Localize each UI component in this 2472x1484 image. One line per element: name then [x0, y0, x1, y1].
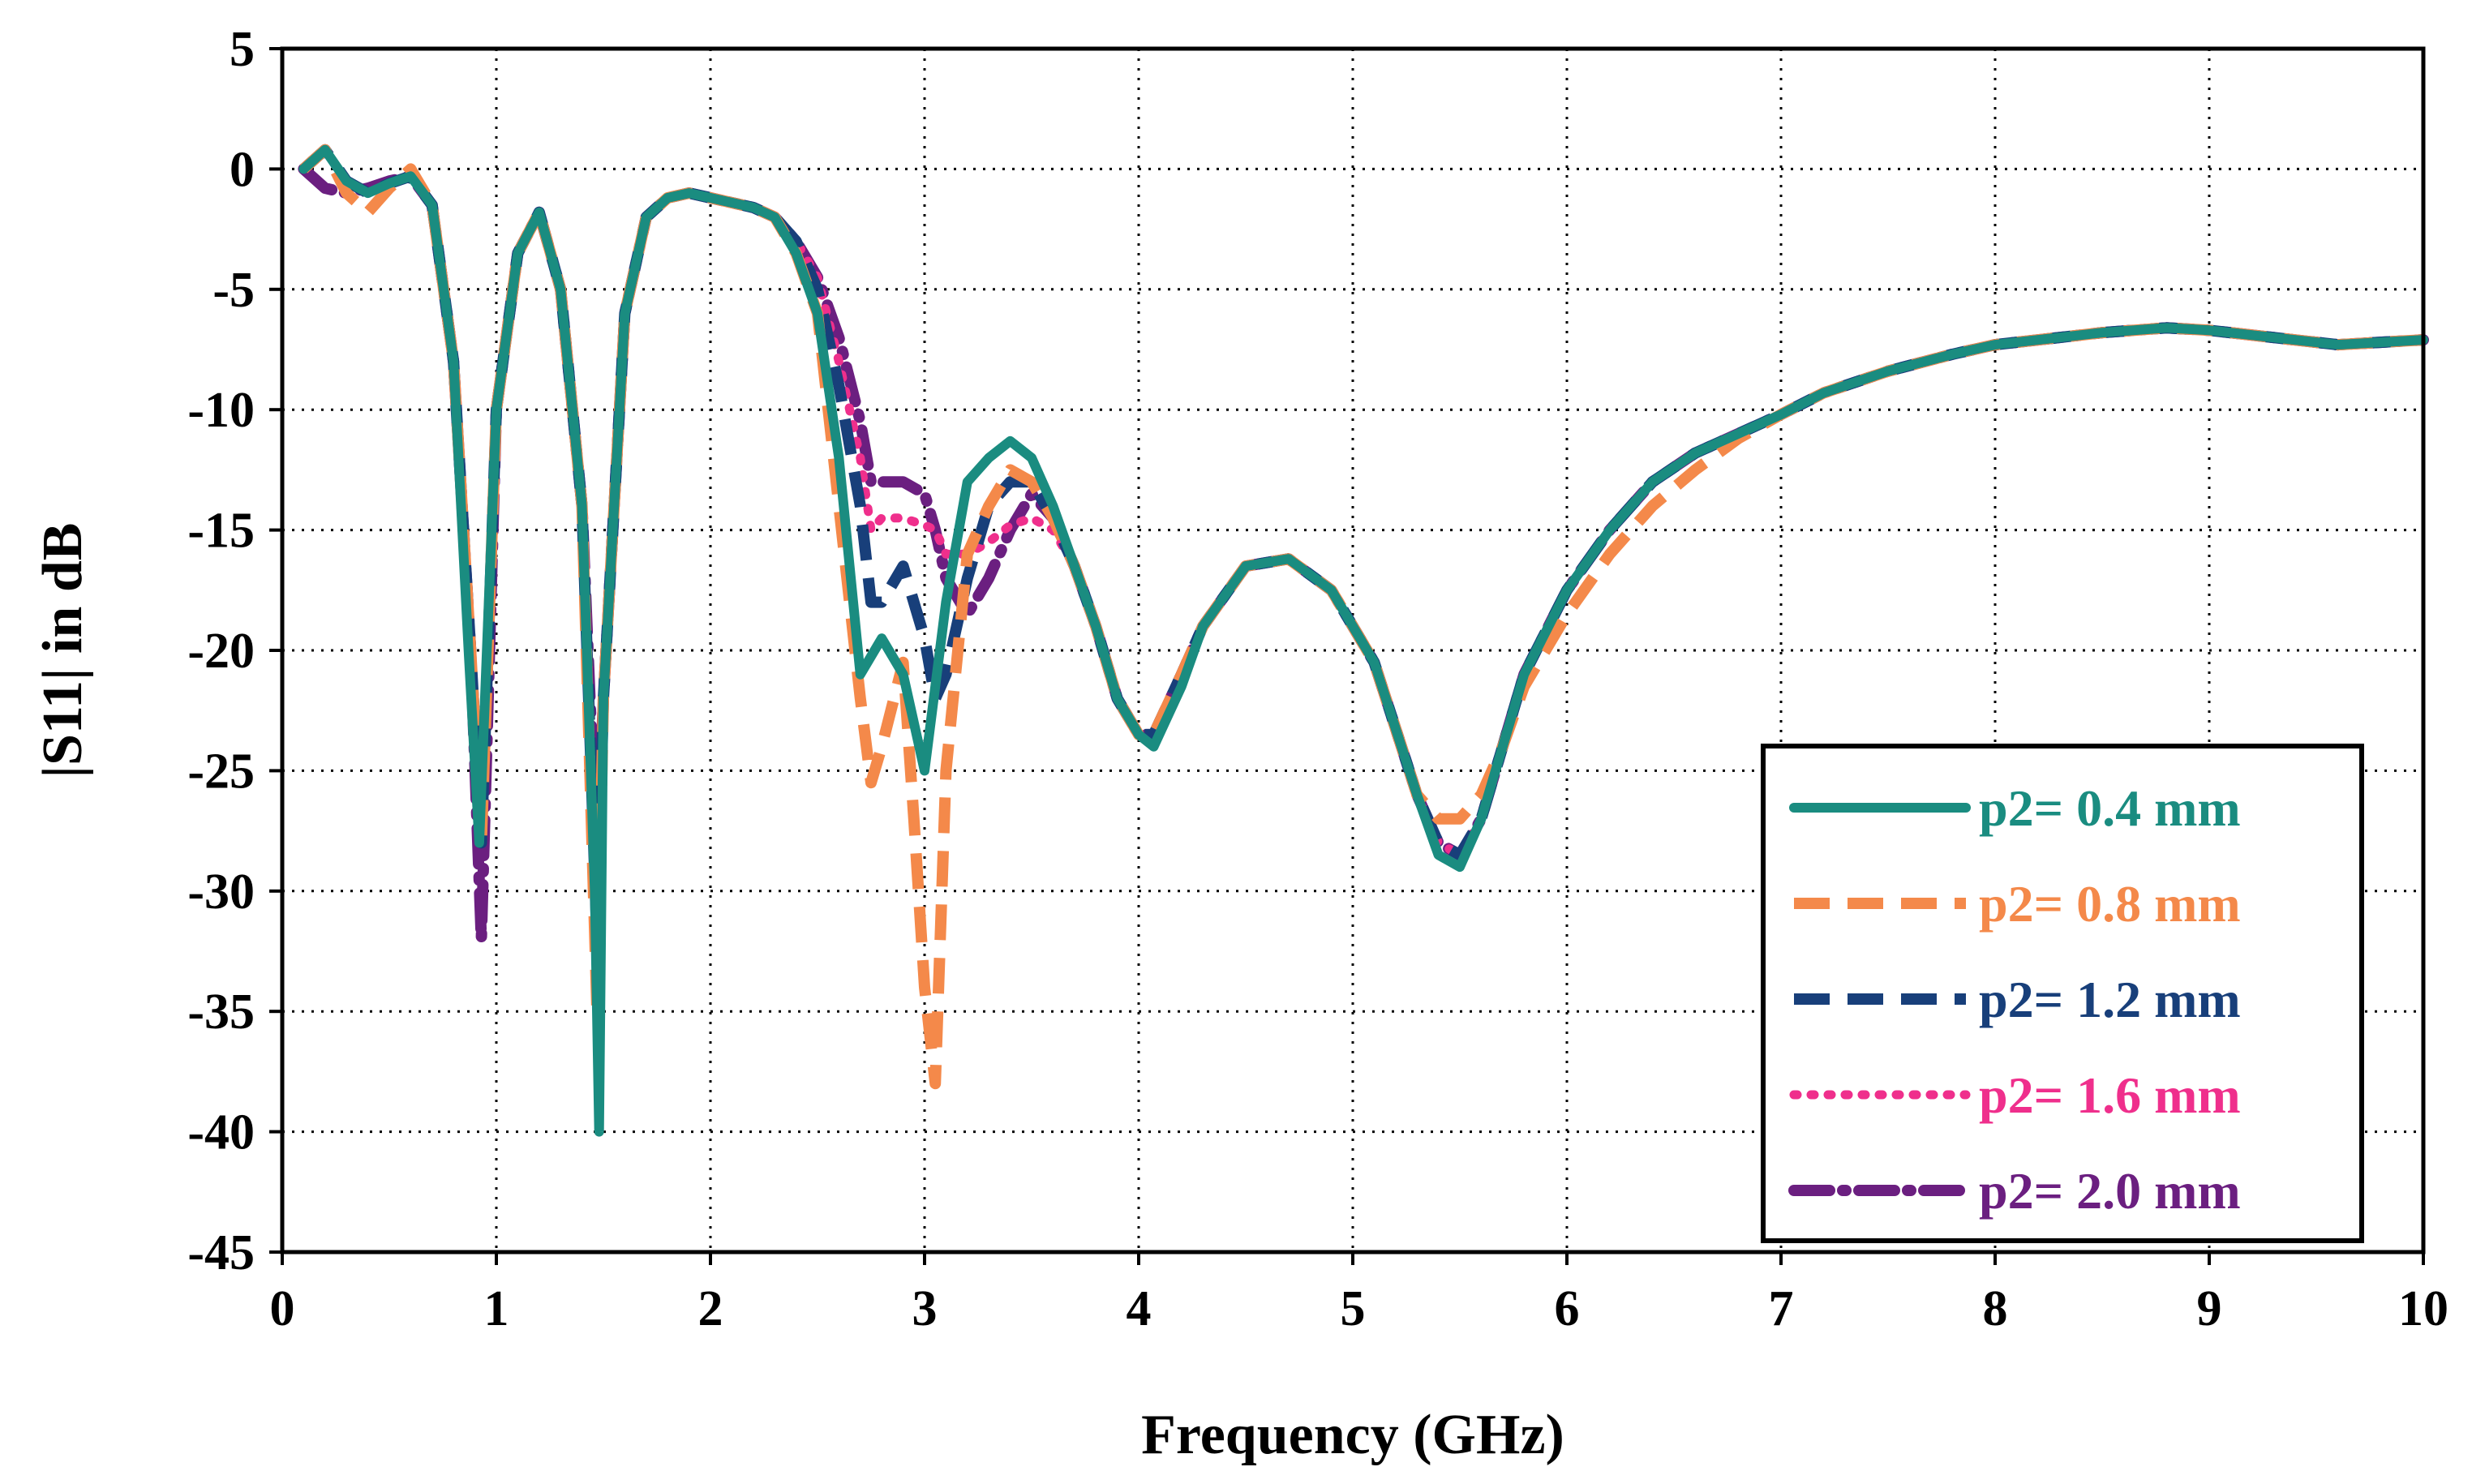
y-tick-label: -25	[187, 744, 255, 799]
x-tick-label: 9	[2197, 1281, 2222, 1336]
legend-label-3: p2= 1.2 mm	[1979, 971, 2241, 1028]
series-line-1	[298, 144, 2428, 1137]
x-tick-label: 3	[912, 1281, 938, 1336]
x-axis-title: Frequency (GHz)	[1141, 1404, 1564, 1466]
y-tick-label: -10	[187, 383, 255, 438]
legend-label-1: p2= 0.4 mm	[1979, 779, 2241, 837]
x-tick-label: 5	[1341, 1281, 1366, 1336]
y-tick-label: -30	[187, 864, 255, 920]
x-tick-label: 4	[1127, 1281, 1152, 1336]
legend: p2= 0.4 mm p2= 0.8 mm p2= 1.2 mm p2= 1.6 mm…	[1761, 744, 2364, 1243]
y-tick-label: -5	[212, 263, 255, 318]
x-tick-label: 6	[1555, 1281, 1580, 1336]
y-tick-label: -20	[187, 624, 255, 679]
legend-label-4: p2= 1.6 mm	[1979, 1066, 2241, 1124]
legend-label-5: p2= 2.0 mm	[1979, 1162, 2241, 1220]
y-tick-label: 5	[230, 22, 255, 77]
y-tick-label: -35	[187, 984, 255, 1040]
y-tick-label: -40	[187, 1105, 255, 1160]
x-tick-label: 8	[1983, 1281, 2008, 1336]
x-tick-label: 7	[1769, 1281, 1794, 1336]
y-tick-label: -15	[187, 504, 255, 559]
x-axis-ticks: 0 1 2 3 4 5 6 7 8 9 10	[270, 1252, 2448, 1336]
x-tick-label: 10	[2398, 1281, 2448, 1336]
y-axis-ticks: 5 0 -5 -10 -15 -20 -25 -30 -35 -40 -45	[187, 22, 282, 1280]
series-lines	[298, 144, 2429, 1137]
x-tick-label: 0	[270, 1281, 295, 1336]
legend-label-2: p2= 0.8 mm	[1979, 875, 2241, 933]
y-axis-title: |S11| in dB	[32, 523, 94, 778]
y-tick-label: 0	[230, 142, 255, 197]
legend-items: p2= 0.4 mm p2= 0.8 mm p2= 1.2 mm p2= 1.6 mm…	[1788, 779, 2241, 1220]
x-tick-label: 2	[698, 1281, 723, 1336]
x-tick-label: 1	[484, 1281, 509, 1336]
y-tick-label: -45	[187, 1225, 255, 1280]
